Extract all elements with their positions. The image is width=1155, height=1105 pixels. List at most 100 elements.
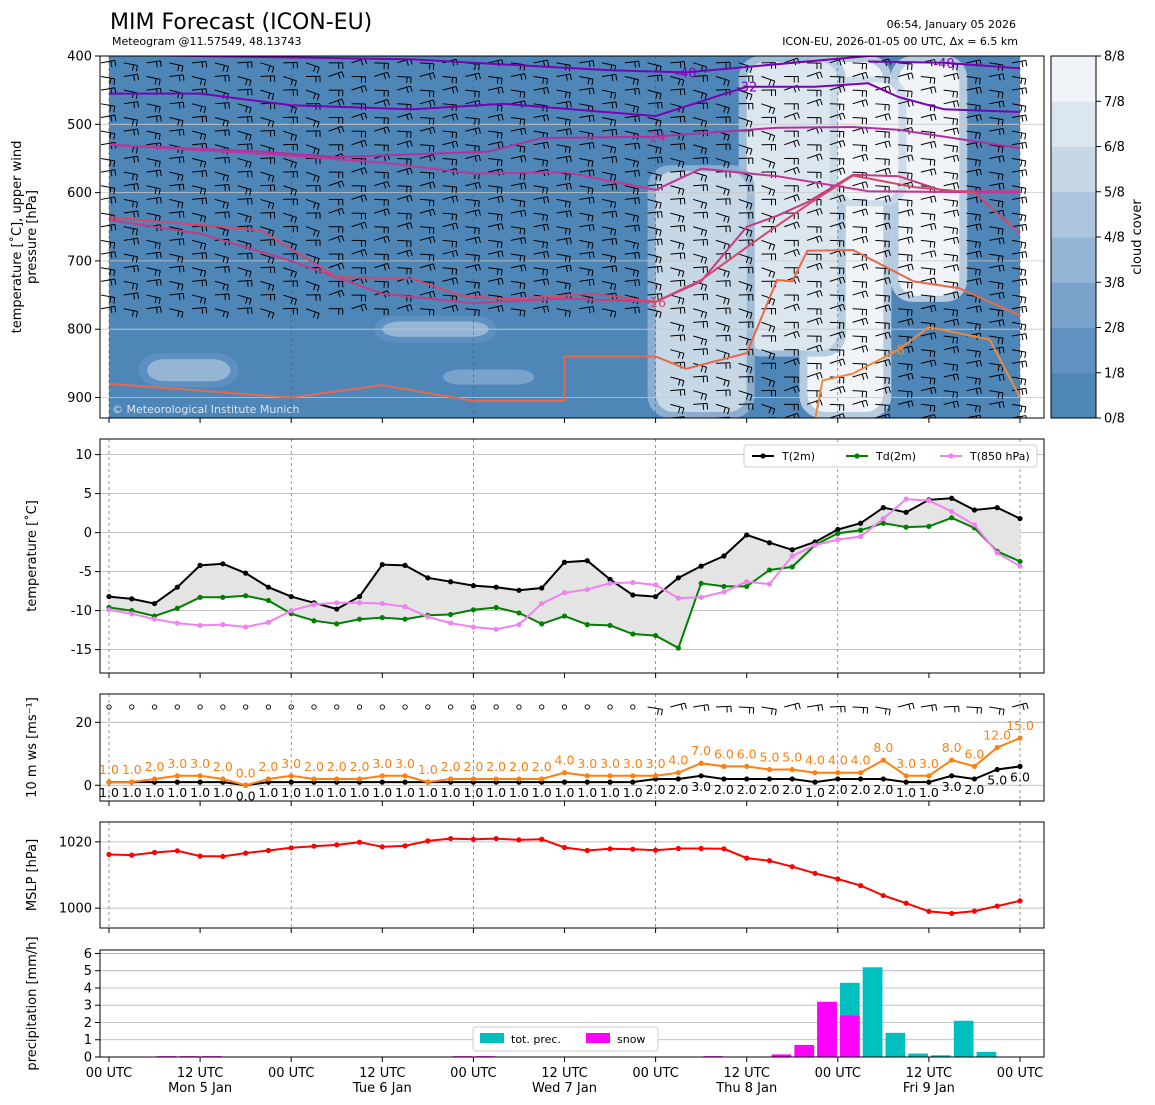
wind-barb [397, 212, 412, 215]
wind-barb [784, 139, 798, 146]
colorbar-tick-label: 8/8 [1104, 50, 1125, 65]
wind-barb-feather [884, 251, 888, 258]
cloud-cover-core [746, 62, 838, 351]
wind-barb [738, 198, 753, 205]
wind-speed-point [1017, 735, 1023, 741]
wind-barb-feather [592, 169, 595, 176]
wind-barb [283, 130, 297, 136]
wind-barb-feather [131, 146, 135, 153]
wind-barb-feather [816, 209, 819, 216]
td-2m--point [493, 604, 499, 611]
wind-barb-feather [657, 102, 659, 109]
surface-wind-barb-feather [794, 704, 797, 711]
wind-barb-feather [911, 364, 913, 371]
wind-barb-feather [1025, 60, 1028, 67]
wind-barb [510, 264, 525, 269]
wind-barb-feather [768, 270, 772, 277]
wind-barb-feather [614, 202, 617, 209]
t-2m--point [607, 576, 613, 583]
wind-barb [943, 226, 958, 229]
wind-barb [738, 144, 753, 150]
wind-barb-feather [681, 243, 685, 250]
wind-barb [1011, 59, 1026, 64]
wind-barb-feather [657, 239, 659, 246]
wind-barb [647, 144, 662, 149]
wind-barb-feather [634, 280, 636, 287]
wind-barb-feather [638, 224, 640, 232]
wind-barb-feather [133, 129, 136, 136]
wind-barb-feather [979, 114, 982, 121]
wind-barb [989, 127, 1004, 132]
wind-barb-feather [290, 134, 294, 141]
wind-barb [169, 265, 184, 269]
wind-barb [670, 88, 685, 91]
wind-barb-feather [636, 106, 639, 113]
wind-barb [875, 304, 889, 310]
wind-barb-feather [723, 133, 726, 140]
wind-barb-feather [930, 114, 933, 121]
wind-barb [260, 144, 274, 150]
wind-barb-feather [772, 217, 776, 224]
wind-barb-feather [182, 156, 185, 163]
wind-barb [465, 280, 480, 284]
wind-barb-feather [956, 73, 960, 80]
wind-barb-feather [1002, 264, 1005, 272]
wind-barb-feather [679, 116, 682, 123]
wind-barb-feather [614, 120, 617, 127]
wind-barb [442, 130, 457, 133]
wind-barb-feather [700, 202, 704, 209]
wind-barb-feather [614, 284, 617, 291]
wind-barb-feather [634, 88, 636, 95]
wind-barb-feather [133, 211, 136, 218]
wind-barb [556, 210, 571, 214]
wind-barb-feather [451, 278, 455, 285]
wind-barb-feather [1024, 406, 1027, 413]
wind-barb-feather [661, 102, 663, 109]
wind-speed-value: 15.0 [1006, 718, 1034, 733]
wind-barb [943, 373, 958, 378]
wind-barb [169, 74, 184, 77]
wind-barb-feather [455, 159, 458, 166]
wind-barb-feather [569, 155, 572, 163]
wind-barb-feather [907, 227, 909, 234]
wind-barb-feather [768, 352, 772, 359]
wind-barb-feather [109, 296, 112, 303]
wind-barb-feather [998, 265, 1001, 272]
wind-barb-feather [997, 255, 1000, 262]
mslp-point [493, 835, 499, 842]
wind-barb [943, 198, 958, 202]
wind-barb-feather [704, 230, 708, 237]
wind-barb-feather [1024, 270, 1027, 277]
wind-barb-feather [816, 73, 819, 80]
wind-barb-feather [1021, 61, 1024, 68]
wind-barb [237, 279, 252, 282]
wind-barb-feather [997, 173, 1000, 180]
wind-barb-feather [520, 210, 523, 217]
wind-barb [693, 402, 708, 405]
wind-barb-feather [109, 78, 112, 85]
wind-barb-feather [768, 188, 772, 195]
wind-barb [989, 171, 1004, 175]
wind-barb [556, 62, 571, 66]
wind-barb-feather [1002, 128, 1005, 135]
wind-barb-feather [501, 223, 504, 230]
wind-barb [624, 142, 639, 146]
wind-barb-feather [865, 318, 869, 325]
wind-barb [761, 185, 775, 191]
wind-barb [693, 293, 708, 296]
wind-barb-feather [907, 101, 910, 108]
wind-barb [761, 267, 775, 273]
wind-barb [488, 267, 503, 270]
wind-barb-feather [907, 200, 909, 207]
wind-speed-value: 6.0 [737, 746, 757, 761]
wind-speed-value: 2.0 [258, 759, 278, 774]
wind-barb [442, 75, 457, 79]
gust-value: 2.0 [760, 782, 780, 797]
x-day-label: Wed 7 Jan [532, 1081, 597, 1096]
wind-barb-feather [113, 78, 116, 85]
wind-barb-feather [888, 86, 891, 93]
wind-barb-feather [591, 242, 594, 250]
gust-point [994, 766, 1000, 773]
wind-barb [875, 212, 890, 215]
